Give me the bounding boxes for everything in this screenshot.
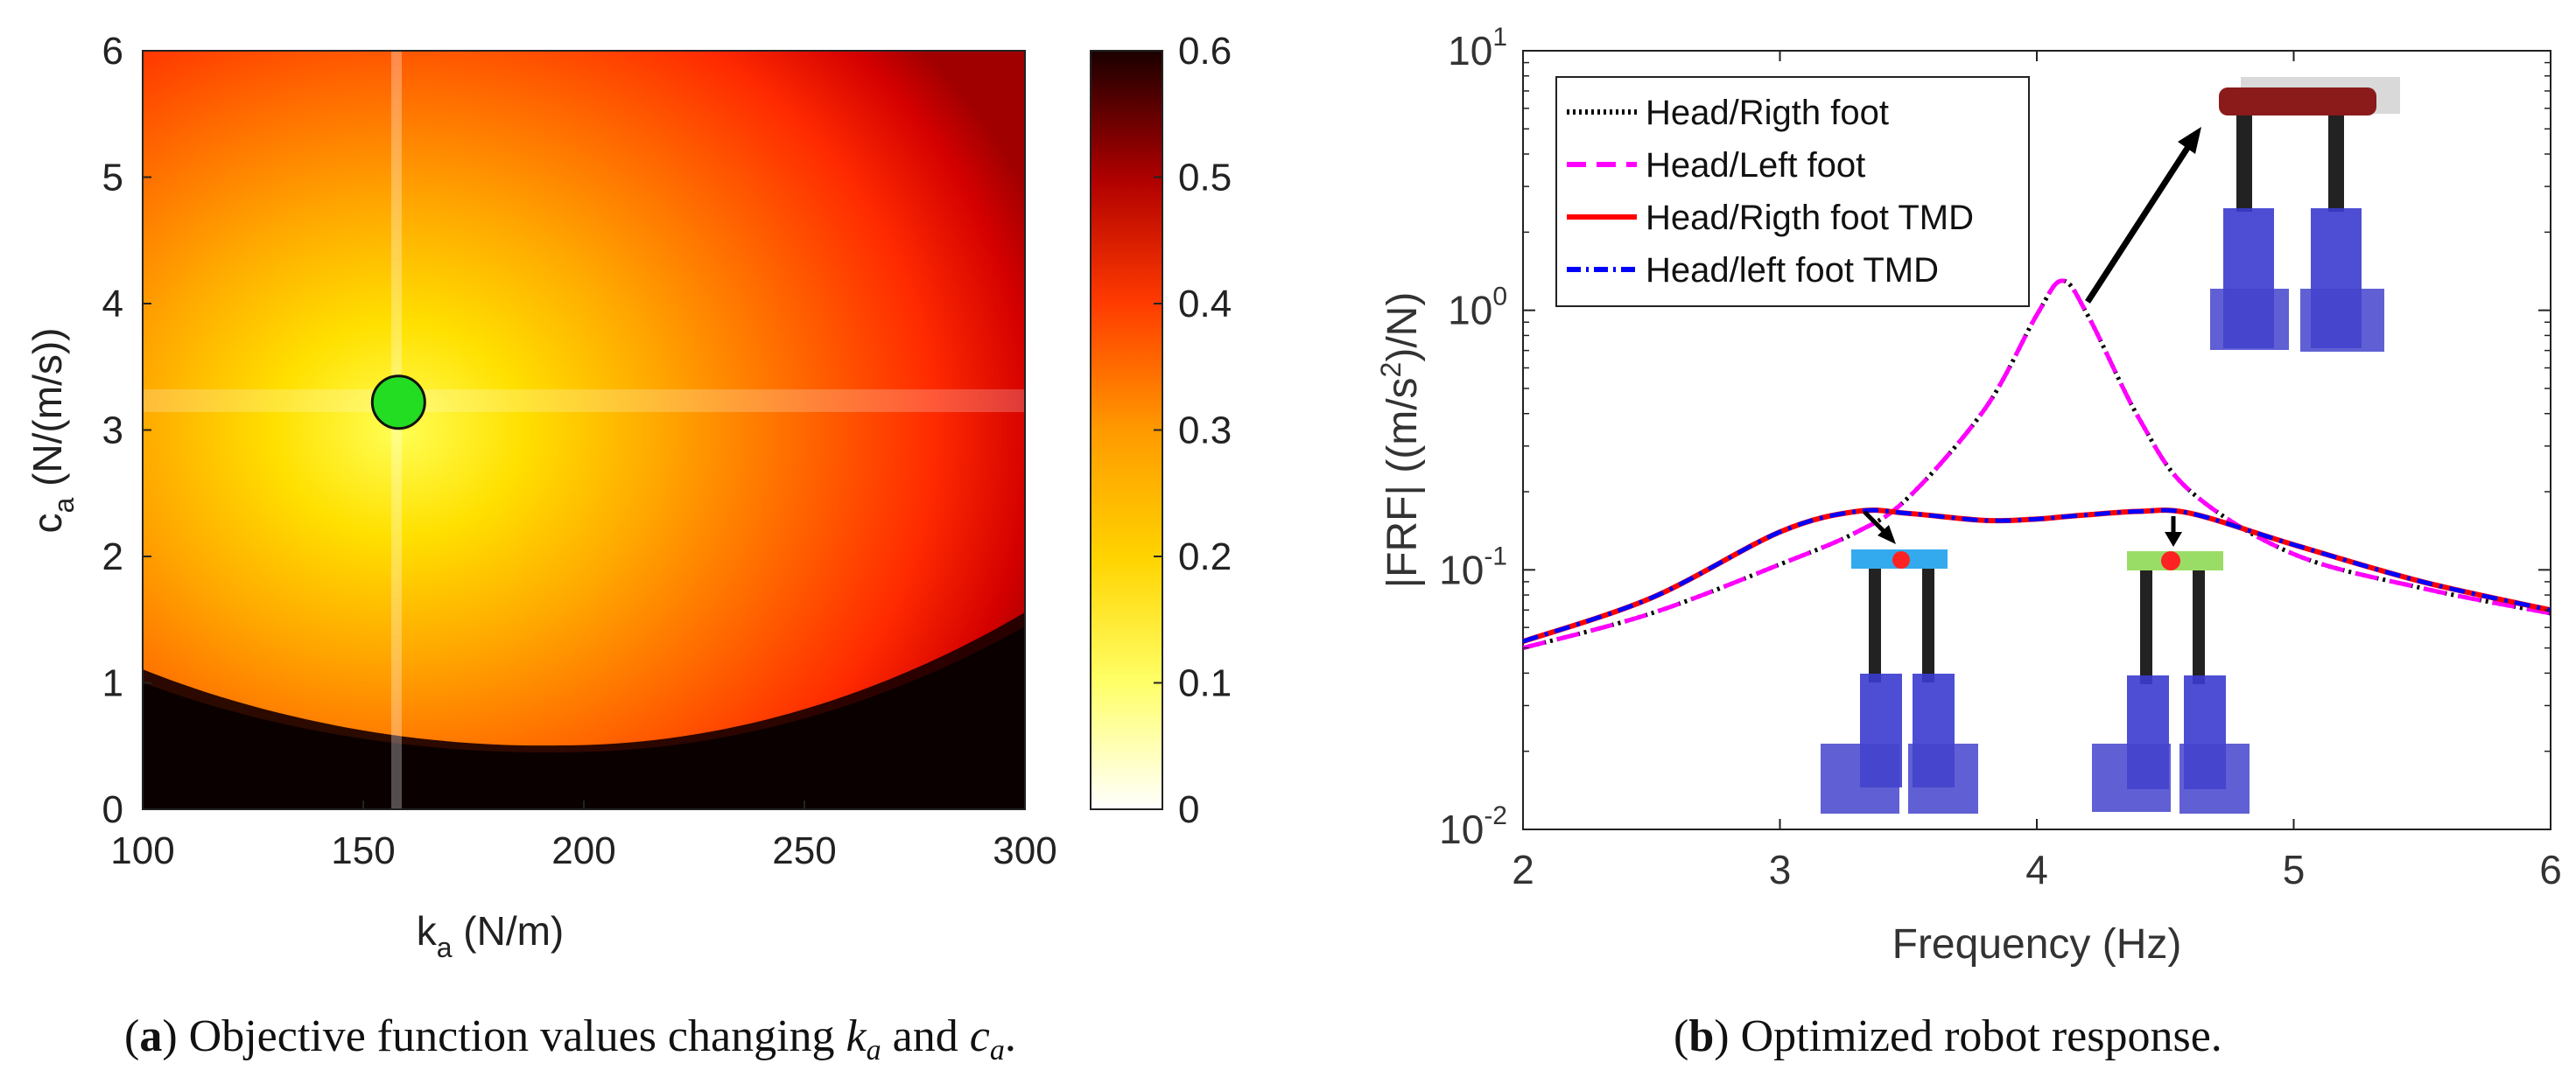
colorbar-tick-label: 0.5 — [1178, 157, 1232, 199]
colorbar-tick-label: 0.3 — [1178, 409, 1232, 452]
colorbar-ticks: 0 0.1 0.2 0.3 0.4 0.5 0.6 — [1154, 30, 1232, 831]
heatmap-ytick-label: 6 — [102, 30, 123, 73]
colorbar — [1090, 50, 1163, 810]
frf-panel: 2 3 4 5 6 10-2 10-1 100 101 Head/Rigth foot Head… — [1375, 23, 2562, 968]
frf-xtick-label: 5 — [2283, 847, 2306, 892]
heatmap-ylabel: ca (N/(m/s)) — [25, 328, 80, 534]
heatmap-xtick-label: 200 — [551, 829, 615, 872]
heatmap-ytick-label: 4 — [102, 283, 123, 325]
frf-series-3 — [1523, 507, 2551, 644]
colorbar-tick-label: 0.6 — [1178, 30, 1232, 73]
caption-b: (b) Optimized robot response. — [1674, 1011, 2222, 1061]
frf-curves — [1523, 278, 2551, 651]
frf-ylabel: |FRF| ((m/s2)/N) — [1375, 292, 1426, 589]
heatmap-ytick-label: 3 — [102, 409, 123, 452]
colorbar-tick-label: 0.2 — [1178, 535, 1232, 578]
frf-ytick-label: 10-1 — [1439, 542, 1507, 592]
heatmap-xtick-label: 250 — [772, 829, 836, 872]
heatmap-xtick-label: 100 — [110, 829, 174, 872]
heatmap-xtick-label: 150 — [331, 829, 395, 872]
optimum-marker — [370, 374, 426, 430]
heatmap-xtick-label: 300 — [993, 829, 1056, 872]
legend-label-1: Head/Left foot — [1646, 146, 1865, 185]
heatmap-ytick-label: 1 — [102, 662, 123, 705]
heatmap-ytick-label: 2 — [102, 535, 123, 578]
colorbar-tick-label: 0 — [1178, 788, 1199, 831]
frf-xtick-label: 3 — [1769, 847, 1792, 892]
frf-ytick-label: 101 — [1448, 23, 1507, 73]
frf-legend: Head/Rigth foot Head/Left foot Head/Rigt… — [1555, 76, 2030, 307]
robot-illustration-tmd-2 — [2092, 516, 2250, 814]
caption-a: (a) Objective function values changing k… — [124, 1011, 1016, 1067]
colorbar-tick-label: 0.4 — [1178, 283, 1232, 325]
frf-xlabel: Frequency (Hz) — [1892, 921, 2182, 968]
colorbar-tick-label: 0.1 — [1178, 662, 1232, 705]
pointer-arrow-1 — [2085, 138, 2195, 304]
legend-label-0: Head/Rigth foot — [1646, 94, 1889, 132]
legend-label-3: Head/left foot TMD — [1646, 251, 1939, 290]
heatmap-field — [143, 51, 1025, 809]
legend-label-2: Head/Rigth foot TMD — [1646, 199, 1974, 237]
robot-illustration-untuned — [2085, 77, 2400, 352]
heatmap-xlabel: ka (N/m) — [417, 908, 565, 963]
frf-ytick-label: 100 — [1448, 283, 1507, 333]
frf-xtick-label: 6 — [2539, 847, 2562, 892]
frf-series-1 — [1523, 278, 2551, 651]
frf-xtick-label: 4 — [2025, 847, 2048, 892]
heatmap-ytick-label: 0 — [102, 788, 123, 831]
heatmap-axes: 100 150 200 250 300 0 1 2 3 4 5 6 — [102, 30, 1057, 872]
robot-illustration-tmd-1 — [1821, 510, 1978, 814]
frf-xtick-label: 2 — [1512, 847, 1534, 892]
heatmap-ytick-label: 5 — [102, 157, 123, 199]
frf-ytick-label: 10-2 — [1439, 801, 1507, 852]
